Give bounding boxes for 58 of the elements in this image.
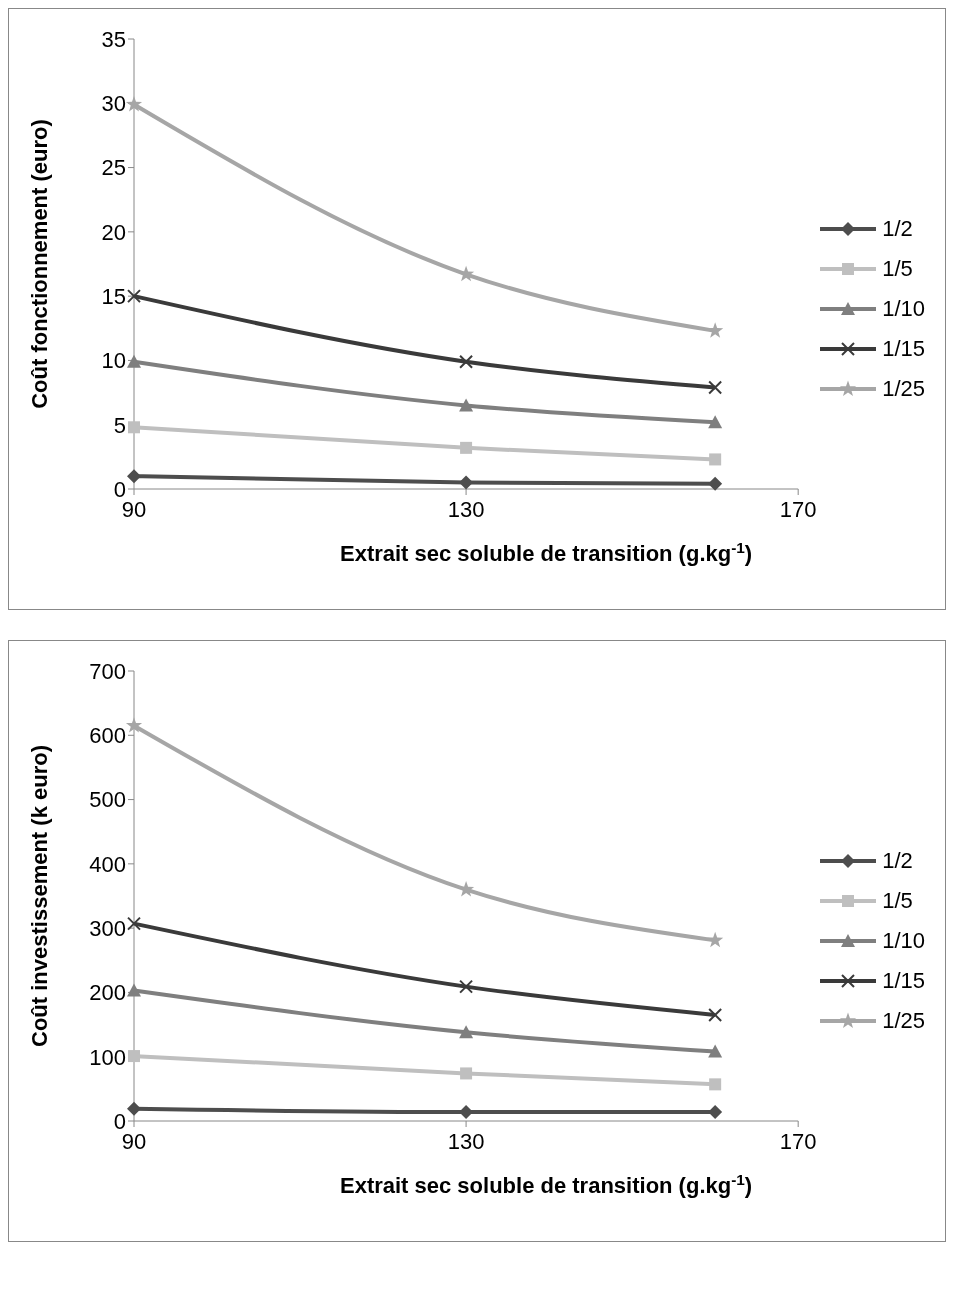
- y-axis-title: Coût investissement (k euro): [26, 745, 52, 1047]
- y-tick-label: 30: [101, 91, 126, 117]
- y-tick-label: 400: [89, 851, 126, 877]
- point: [460, 1067, 473, 1080]
- point: [125, 96, 143, 112]
- legend-label: 1/25: [882, 376, 925, 402]
- x-tick-label: 170: [779, 1128, 817, 1154]
- point: [127, 916, 141, 931]
- point: [459, 354, 474, 369]
- y-tick-label: 35: [101, 26, 126, 52]
- point: [127, 983, 141, 997]
- y-tick-label: 300: [89, 915, 126, 941]
- y-tick-label: 5: [113, 412, 126, 438]
- y-tick-label: 25: [101, 155, 126, 181]
- y-tick-label: 500: [89, 787, 126, 813]
- legend-label: 1/10: [882, 296, 925, 322]
- point: [459, 398, 474, 412]
- point: [459, 475, 474, 490]
- y-tick-label: 10: [101, 348, 126, 374]
- y-tick-label: 100: [89, 1044, 126, 1070]
- point: [125, 717, 143, 733]
- legend-label: 1/25: [882, 1008, 925, 1034]
- point: [127, 354, 141, 368]
- y-tick-label: 200: [89, 980, 126, 1006]
- point: [460, 441, 473, 454]
- x-axis-title: Extrait sec soluble de transition (g.kg$^{-1}$): [339, 538, 753, 566]
- x-tick-label: 130: [447, 1128, 485, 1154]
- x-tick-label: 130: [447, 496, 485, 522]
- legend-label: 1/15: [882, 968, 925, 994]
- y-tick-label: 600: [89, 723, 126, 749]
- point: [709, 1078, 722, 1091]
- x-tick-label: 170: [779, 496, 817, 522]
- point: [708, 1007, 723, 1022]
- legend-label: 1/5: [882, 256, 913, 282]
- y-tick-label: 20: [101, 219, 126, 245]
- point: [708, 1044, 723, 1058]
- point: [707, 931, 724, 948]
- point: [127, 1101, 141, 1116]
- legend-label: 1/15: [882, 336, 925, 362]
- point: [708, 1105, 723, 1119]
- legend-label: 1/2: [882, 216, 913, 242]
- y-tick-label: 15: [101, 283, 126, 309]
- point: [127, 469, 141, 484]
- legend-label: 1/2: [882, 848, 913, 874]
- point: [127, 289, 141, 304]
- point: [128, 421, 140, 434]
- point: [709, 453, 722, 466]
- point: [708, 380, 723, 395]
- y-axis-title: Coût fonctionnement (euro): [26, 119, 52, 409]
- point: [708, 476, 723, 491]
- point: [459, 979, 474, 994]
- point: [708, 415, 723, 429]
- legend-label: 1/5: [882, 888, 913, 914]
- point: [128, 1050, 140, 1063]
- y-tick-label: 700: [89, 658, 126, 684]
- x-axis-title: Extrait sec soluble de transition (g.kg$^{-1}$): [339, 1170, 753, 1198]
- point: [459, 1025, 474, 1039]
- legend-label: 1/10: [882, 928, 925, 954]
